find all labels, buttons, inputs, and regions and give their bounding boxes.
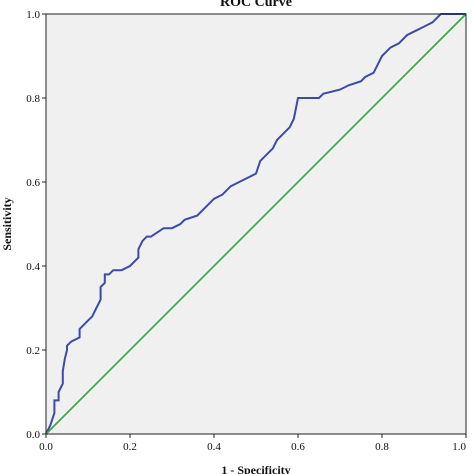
x-tick-label: 0.8 — [375, 441, 389, 453]
y-tick-label: 1.0 — [26, 9, 40, 21]
y-tick-label: 0.0 — [26, 429, 40, 441]
y-tick-label: 0.8 — [26, 93, 40, 105]
x-tick-label: 0.4 — [207, 441, 221, 453]
reference-diagonal-line — [45, 13, 467, 435]
series-layer — [45, 13, 467, 435]
x-tick-label: 0.2 — [123, 441, 137, 453]
chart-title: ROC Curve — [220, 0, 292, 10]
y-axis-label: Sensitivity — [0, 197, 14, 250]
y-tick-label: 0.6 — [26, 177, 40, 189]
y-tick-label: 0.4 — [26, 261, 40, 273]
plot-frame — [45, 13, 467, 435]
roc-curve-line — [45, 13, 466, 435]
x-tick-label: 1.0 — [452, 441, 466, 453]
x-axis-label: 1 - Specificity — [221, 463, 290, 474]
x-tick-label: 0.0 — [39, 441, 53, 453]
y-tick-label: 0.2 — [26, 345, 40, 357]
x-tick-label: 0.6 — [291, 441, 305, 453]
axis-ticks: 0.0 0.2 0.4 0.6 0.8 1.0 0.0 0.2 0.4 0.6 0.8 1.0 — [26, 9, 467, 453]
